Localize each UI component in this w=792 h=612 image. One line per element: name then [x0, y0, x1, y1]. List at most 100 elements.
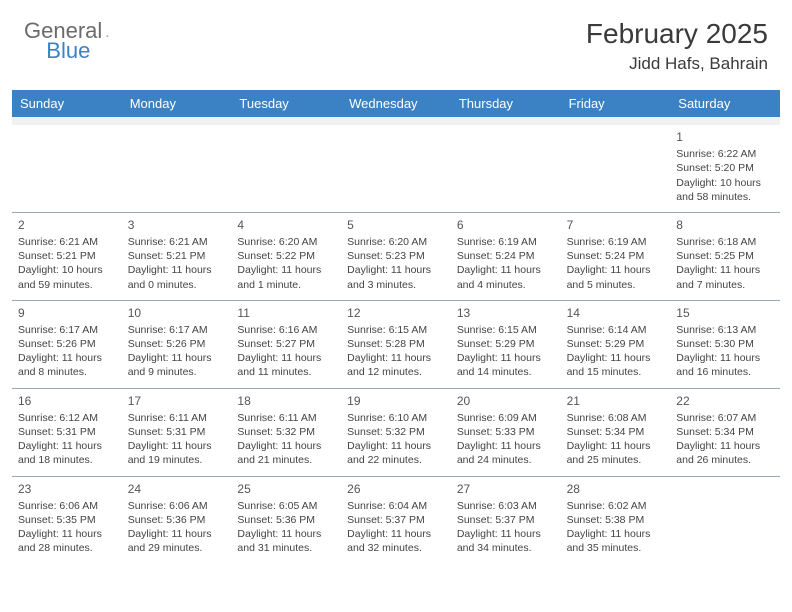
logo: General Blue: [24, 18, 174, 44]
calendar-day-cell: 22 Sunrise: 6:07 AMSunset: 5:34 PMDayligh…: [670, 389, 780, 476]
sunset-text: Sunset: 5:31 PM: [128, 425, 226, 439]
day-header-cell: Sunday: [12, 90, 122, 117]
daylight-text: Daylight: 11 hours and 12 minutes.: [347, 351, 445, 379]
sunset-text: Sunset: 5:31 PM: [18, 425, 116, 439]
sunrise-text: Sunrise: 6:16 AM: [237, 323, 335, 337]
sunset-text: Sunset: 5:27 PM: [237, 337, 335, 351]
sunrise-text: Sunrise: 6:17 AM: [128, 323, 226, 337]
day-number: 19: [347, 393, 445, 409]
daylight-text: Daylight: 11 hours and 19 minutes.: [128, 439, 226, 467]
sunset-text: Sunset: 5:26 PM: [18, 337, 116, 351]
calendar-day-cell: 9Sunrise: 6:17 AMSunset: 5:26 PMDaylight…: [12, 301, 122, 388]
calendar-day-cell: 19Sunrise: 6:10 AMSunset: 5:32 PMDayligh…: [341, 389, 451, 476]
sunset-text: Sunset: 5:21 PM: [18, 249, 116, 263]
day-header-cell: Monday: [122, 90, 232, 117]
day-number: 22: [676, 393, 774, 409]
sunrise-text: Sunrise: 6:02 AM: [567, 499, 665, 513]
sunset-text: Sunset: 5:29 PM: [567, 337, 665, 351]
daylight-text: Daylight: 11 hours and 31 minutes.: [237, 527, 335, 555]
sunrise-text: Sunrise: 6:10 AM: [347, 411, 445, 425]
sunrise-text: Sunrise: 6:06 AM: [18, 499, 116, 513]
calendar-week: 2Sunrise: 6:21 AMSunset: 5:21 PMDaylight…: [12, 212, 780, 300]
sunrise-text: Sunrise: 6:15 AM: [347, 323, 445, 337]
calendar-day-cell: 14Sunrise: 6:14 AMSunset: 5:29 PMDayligh…: [561, 301, 671, 388]
sunset-text: Sunset: 5:24 PM: [567, 249, 665, 263]
day-number: 5: [347, 217, 445, 233]
sunset-text: Sunset: 5:25 PM: [676, 249, 774, 263]
sunrise-text: Sunrise: 6:15 AM: [457, 323, 555, 337]
calendar-day-cell: 24 Sunrise: 6:06 AMSunset: 5:36 PMDayligh…: [122, 477, 232, 564]
calendar-day-cell: 13 Sunrise: 6:15 AMSunset: 5:29 PMDayligh…: [451, 301, 561, 388]
day-header-cell: Tuesday: [231, 90, 341, 117]
sunset-text: Sunset: 5:30 PM: [676, 337, 774, 351]
day-number: 24: [128, 481, 226, 497]
sunset-text: Sunset: 5:36 PM: [128, 513, 226, 527]
spacer-row: [12, 117, 780, 125]
daylight-text: Daylight: 11 hours and 3 minutes.: [347, 263, 445, 291]
calendar-day-cell: 6Sunrise: 6:19 AMSunset: 5:24 PMDaylight…: [451, 213, 561, 300]
sunrise-text: Sunrise: 6:04 AM: [347, 499, 445, 513]
sunset-text: Sunset: 5:29 PM: [457, 337, 555, 351]
day-number: 21: [567, 393, 665, 409]
day-number: 20: [457, 393, 555, 409]
day-number: 17: [128, 393, 226, 409]
calendar-empty-cell: [12, 125, 122, 212]
calendar-day-cell: 8Sunrise: 6:18 AMSunset: 5:25 PMDaylight…: [670, 213, 780, 300]
page-header: General Blue February 2025 Jidd Hafs, Ba…: [0, 0, 792, 84]
sunset-text: Sunset: 5:36 PM: [237, 513, 335, 527]
daylight-text: Daylight: 11 hours and 16 minutes.: [676, 351, 774, 379]
daylight-text: Daylight: 11 hours and 0 minutes.: [128, 263, 226, 291]
daylight-text: Daylight: 11 hours and 5 minutes.: [567, 263, 665, 291]
day-number: 4: [237, 217, 335, 233]
logo-text-blue: Blue: [46, 38, 90, 64]
sunset-text: Sunset: 5:32 PM: [347, 425, 445, 439]
calendar-empty-cell: [451, 125, 561, 212]
daylight-text: Daylight: 11 hours and 18 minutes.: [18, 439, 116, 467]
daylight-text: Daylight: 11 hours and 29 minutes.: [128, 527, 226, 555]
sunrise-text: Sunrise: 6:20 AM: [347, 235, 445, 249]
calendar-empty-cell: [122, 125, 232, 212]
day-number: 1: [676, 129, 774, 145]
sunrise-text: Sunrise: 6:07 AM: [676, 411, 774, 425]
sunset-text: Sunset: 5:33 PM: [457, 425, 555, 439]
sunrise-text: Sunrise: 6:03 AM: [457, 499, 555, 513]
daylight-text: Daylight: 11 hours and 8 minutes.: [18, 351, 116, 379]
daylight-text: Daylight: 11 hours and 34 minutes.: [457, 527, 555, 555]
calendar-day-cell: 17 Sunrise: 6:11 AMSunset: 5:31 PMDayligh…: [122, 389, 232, 476]
daylight-text: Daylight: 11 hours and 11 minutes.: [237, 351, 335, 379]
sunrise-text: Sunrise: 6:06 AM: [128, 499, 226, 513]
calendar-day-cell: 16Sunrise: 6:12 AMSunset: 5:31 PMDayligh…: [12, 389, 122, 476]
day-header-cell: Thursday: [451, 90, 561, 117]
calendar-day-cell: 4Sunrise: 6:20 AMSunset: 5:22 PMDaylight…: [231, 213, 341, 300]
calendar-day-cell: 28Sunrise: 6:02 AMSunset: 5:38 PMDayligh…: [561, 477, 671, 564]
sunrise-text: Sunrise: 6:11 AM: [128, 411, 226, 425]
sunset-text: Sunset: 5:38 PM: [567, 513, 665, 527]
sunset-text: Sunset: 5:37 PM: [457, 513, 555, 527]
daylight-text: Daylight: 11 hours and 26 minutes.: [676, 439, 774, 467]
day-number: 2: [18, 217, 116, 233]
sunset-text: Sunset: 5:34 PM: [567, 425, 665, 439]
calendar-body: 1Sunrise: 6:22 AMSunset: 5:20 PMDaylight…: [12, 125, 780, 563]
daylight-text: Daylight: 10 hours and 59 minutes.: [18, 263, 116, 291]
daylight-text: Daylight: 11 hours and 24 minutes.: [457, 439, 555, 467]
daylight-text: Daylight: 11 hours and 28 minutes.: [18, 527, 116, 555]
day-number: 13: [457, 305, 555, 321]
month-title: February 2025: [586, 18, 768, 50]
calendar-day-cell: 12Sunrise: 6:15 AMSunset: 5:28 PMDayligh…: [341, 301, 451, 388]
sunrise-text: Sunrise: 6:09 AM: [457, 411, 555, 425]
calendar-day-cell: 3Sunrise: 6:21 AMSunset: 5:21 PMDaylight…: [122, 213, 232, 300]
daylight-text: Daylight: 11 hours and 4 minutes.: [457, 263, 555, 291]
calendar-day-cell: 21Sunrise: 6:08 AMSunset: 5:34 PMDayligh…: [561, 389, 671, 476]
day-header-row: Sunday Monday Tuesday Wednesday Thursday…: [12, 90, 780, 117]
day-header-cell: Friday: [561, 90, 671, 117]
sunset-text: Sunset: 5:34 PM: [676, 425, 774, 439]
logo-sail-icon: [106, 24, 108, 38]
sunrise-text: Sunrise: 6:14 AM: [567, 323, 665, 337]
daylight-text: Daylight: 11 hours and 14 minutes.: [457, 351, 555, 379]
day-number: 28: [567, 481, 665, 497]
daylight-text: Daylight: 11 hours and 1 minute.: [237, 263, 335, 291]
day-number: 27: [457, 481, 555, 497]
sunrise-text: Sunrise: 6:17 AM: [18, 323, 116, 337]
day-number: 16: [18, 393, 116, 409]
sunset-text: Sunset: 5:32 PM: [237, 425, 335, 439]
